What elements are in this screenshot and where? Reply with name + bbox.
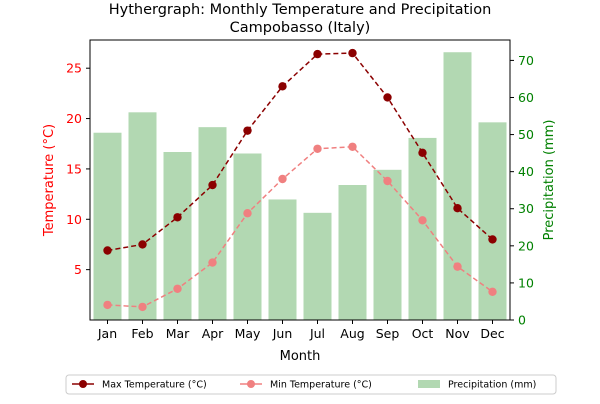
x-axis-label: Month	[280, 349, 321, 364]
precipitation-bar-feb	[128, 112, 157, 321]
max-temp-point-apr	[208, 180, 217, 190]
x-tick-label-nov: Nov	[445, 326, 470, 341]
min-temp-point-may	[243, 209, 252, 218]
plot-frame	[89, 39, 511, 321]
chart-title-line2: Campobasso (Italy)	[230, 20, 371, 36]
y-right-tick-label-70: 70	[518, 53, 534, 68]
y-right-tick-label-60: 60	[518, 90, 534, 105]
max-temp-point-aug	[348, 48, 357, 58]
min-temp-point-oct	[418, 216, 427, 225]
min-temp-point-dec	[488, 287, 497, 296]
max-temp-point-jun	[278, 82, 287, 91]
y-right-tick-label-0: 0	[518, 313, 526, 328]
legend-label-min-temp: Min Temperature (°C)	[270, 380, 372, 391]
legend-marker-max-temp	[79, 380, 87, 388]
y-left-tick-label-10: 10	[66, 212, 82, 227]
min-temp-point-nov	[453, 262, 462, 271]
x-tick-label-aug: Aug	[340, 326, 364, 341]
min-temp-point-aug	[348, 142, 357, 151]
x-tick-label-jun: Jun	[272, 326, 293, 341]
legend-box	[65, 374, 557, 395]
precipitation-bar-jan	[93, 132, 122, 320]
max-temp-point-mar	[173, 213, 182, 222]
min-temp-point-jan	[103, 300, 112, 310]
min-temp-point-mar	[173, 284, 182, 293]
y-right-tick-label-40: 40	[518, 164, 534, 179]
max-temp-point-jan	[103, 246, 112, 255]
y-left-tick-label-20: 20	[66, 111, 82, 126]
x-tick-label-sep: Sep	[376, 326, 400, 341]
y-right-tick-label-30: 30	[518, 201, 534, 216]
y-axis-label-left: Temperature (°C)	[42, 124, 57, 237]
max-temp-point-dec	[488, 235, 497, 244]
min-temp-line	[107, 145, 493, 308]
precipitation-bar-apr	[198, 127, 227, 321]
min-temp-point-sep	[383, 176, 392, 186]
legend-swatch-precipitation	[418, 380, 440, 388]
precipitation-bar-nov	[443, 52, 472, 321]
y-left-tick-label-25: 25	[66, 61, 82, 76]
y-right-tick-label-20: 20	[518, 238, 534, 253]
x-tick-label-may: May	[235, 326, 261, 341]
y-right-tick-label-50: 50	[518, 127, 534, 142]
min-temp-point-apr	[208, 258, 217, 267]
precipitation-bar-jun	[268, 199, 297, 320]
max-temp-point-sep	[383, 93, 392, 102]
min-temp-point-feb	[138, 302, 147, 312]
precipitation-bar-mar	[163, 152, 192, 320]
max-temp-point-nov	[453, 204, 462, 213]
legend-label-max-temp: Max Temperature (°C)	[102, 380, 207, 391]
x-tick-label-mar: Mar	[166, 326, 190, 341]
precipitation-bar-dec	[478, 122, 507, 321]
precipitation-bar-jul	[303, 212, 332, 320]
x-tick-label-feb: Feb	[131, 326, 153, 341]
y-axis-label-right: Precipitation (mm)	[542, 120, 557, 241]
x-tick-label-dec: Dec	[480, 326, 504, 341]
max-temp-point-jul	[313, 49, 322, 59]
y-left-tick-label-5: 5	[74, 262, 82, 277]
legend: Max Temperature (°C) Min Temperature (°C)…	[65, 374, 557, 395]
min-temp-point-jun	[278, 174, 287, 184]
precipitation-bar-oct	[408, 137, 437, 320]
max-temp-line	[107, 52, 493, 252]
max-temp-point-oct	[418, 148, 427, 158]
x-tick-label-jul: Jul	[309, 326, 325, 341]
x-tick-label-oct: Oct	[412, 326, 434, 341]
x-tick-label-jan: Jan	[97, 326, 117, 341]
precipitation-bar-may	[233, 153, 262, 320]
plot-area: Jan Feb Mar Apr May Jun Jul Aug Sep Oct Nov Dec 5 10 1…	[66, 39, 534, 341]
legend-marker-min-temp	[247, 380, 255, 388]
y-left-tick-label-15: 15	[66, 161, 82, 176]
precipitation-bar-aug	[338, 185, 367, 320]
y-right-tick-label-10: 10	[518, 275, 534, 290]
chart-title-line1: Hythergraph: Monthly Temperature and Pre…	[109, 2, 492, 18]
precipitation-bar-sep	[373, 169, 402, 320]
max-temp-point-feb	[138, 240, 147, 249]
max-temp-point-may	[243, 126, 252, 135]
x-tick-label-apr: Apr	[202, 326, 224, 341]
min-temp-point-jul	[313, 144, 322, 153]
legend-label-precipitation: Precipitation (mm)	[448, 380, 536, 391]
